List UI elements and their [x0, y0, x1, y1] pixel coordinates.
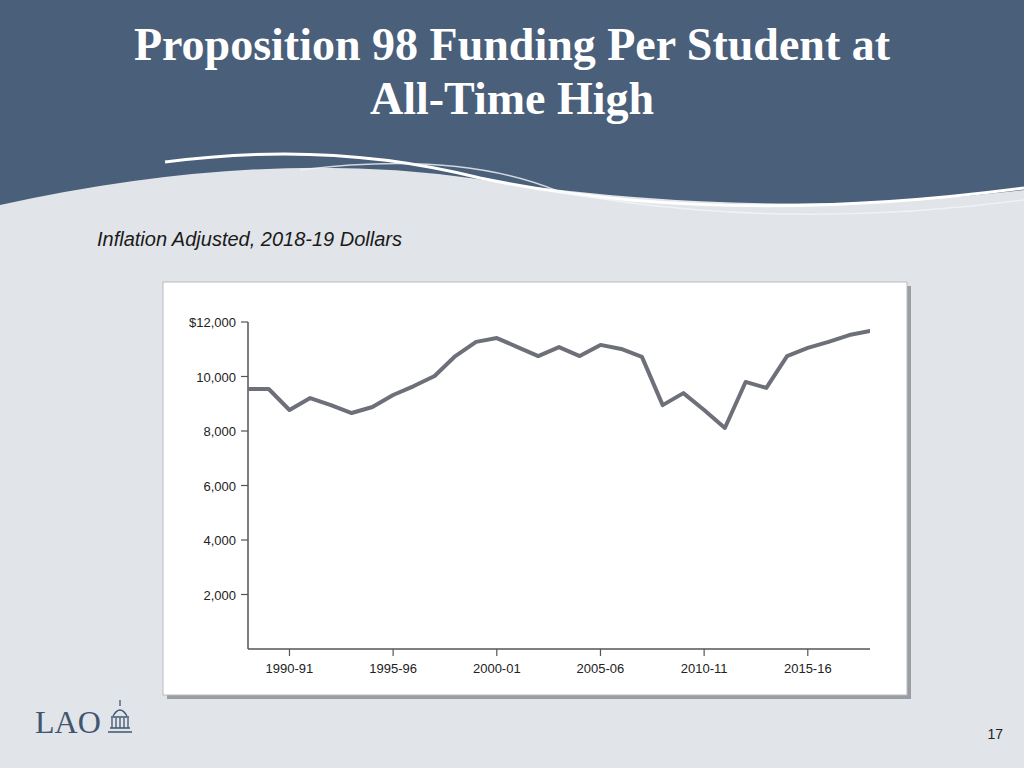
- slide: Proposition 98 Funding Per Student at Al…: [0, 0, 1024, 768]
- x-tick: [704, 649, 705, 656]
- x-tick-label: 2000-01: [473, 661, 521, 676]
- x-tick: [600, 649, 601, 656]
- y-tick: [241, 485, 248, 486]
- x-tick-label: 2010-11: [681, 661, 728, 676]
- x-tick: [496, 649, 497, 656]
- y-tick-label: $12,000: [189, 315, 236, 330]
- y-tick-label: 4,000: [203, 533, 236, 548]
- background: [0, 0, 1024, 768]
- logo: LAO: [35, 704, 101, 740]
- title: Proposition 98 Funding Per Student at Al…: [112, 18, 912, 126]
- x-tick: [289, 649, 290, 656]
- subtitle: Inflation Adjusted, 2018-19 Dollars: [97, 228, 402, 250]
- x-axis: [248, 648, 870, 650]
- x-tick: [807, 649, 808, 656]
- y-tick: [241, 539, 248, 540]
- y-tick-label: 8,000: [203, 424, 236, 439]
- y-tick-label: 10,000: [196, 370, 236, 385]
- x-tick-label: 2005-06: [577, 661, 625, 676]
- header-band: [0, 0, 1024, 205]
- plot-area: [248, 331, 870, 428]
- x-tick-label: 1990-91: [266, 661, 314, 676]
- data-line: [248, 331, 870, 428]
- y-tick: [241, 430, 248, 431]
- x-tick-label: 2015-16: [784, 661, 832, 676]
- page-number: 17: [987, 726, 1003, 742]
- x-tick-label: 1995-96: [369, 661, 417, 676]
- x-tick: [393, 649, 394, 656]
- title-box: Proposition 98 Funding Per Student at Al…: [62, 18, 962, 148]
- logo-icon: [108, 700, 132, 732]
- y-tick: [241, 321, 248, 322]
- y-tick-label: 2,000: [203, 588, 236, 603]
- y-tick: [241, 594, 248, 595]
- chart-frame: [163, 282, 907, 695]
- y-tick: [241, 376, 248, 377]
- y-tick-label: 6,000: [203, 479, 236, 494]
- header-swoosh: [300, 164, 1024, 215]
